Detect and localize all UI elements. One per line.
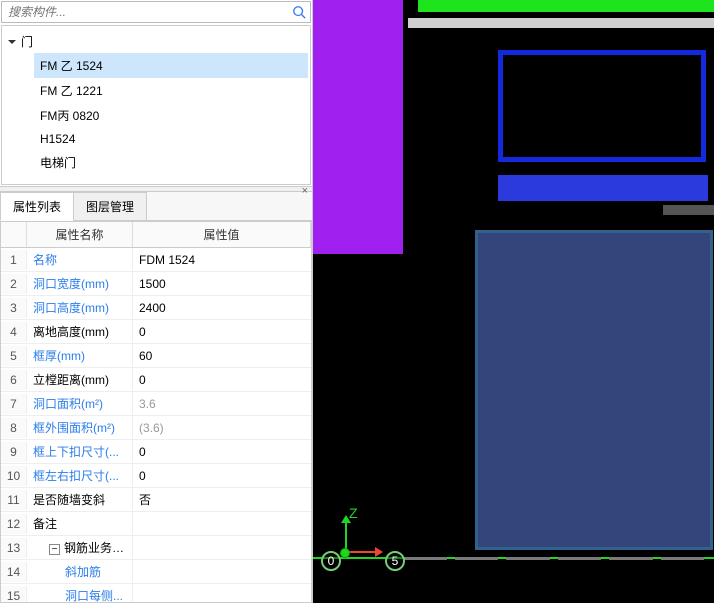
row-name: 离地高度(mm) xyxy=(27,320,133,343)
row-index: 9 xyxy=(1,442,27,462)
row-name: 框厚(mm) xyxy=(27,344,133,367)
row-name: 框外围面积(m²) xyxy=(27,416,133,439)
row-value[interactable]: 1500 xyxy=(133,274,311,294)
row-value[interactable]: FDM 1524 xyxy=(133,250,311,270)
tree-item[interactable]: FM 乙 1524 xyxy=(34,53,308,78)
tree-item[interactable]: FM 乙 1221 xyxy=(34,78,308,103)
row-name: −钢筋业务属性 xyxy=(27,536,133,559)
row-value[interactable]: 2400 xyxy=(133,298,311,318)
tree-root-door[interactable]: 门 xyxy=(4,30,308,53)
row-name: 备注 xyxy=(27,512,133,535)
chevron-down-icon xyxy=(8,40,16,44)
row-value[interactable] xyxy=(133,545,311,551)
table-row[interactable]: 11是否随墙变斜否 xyxy=(1,488,311,512)
header-index xyxy=(1,222,27,247)
grid-marker: 0 xyxy=(321,551,341,571)
row-value[interactable]: 0 xyxy=(133,322,311,342)
tree-root-label: 门 xyxy=(21,33,33,50)
table-row[interactable]: 13−钢筋业务属性 xyxy=(1,536,311,560)
collapse-icon[interactable]: − xyxy=(49,544,60,555)
row-index: 7 xyxy=(1,394,27,414)
header-name: 属性名称 xyxy=(27,222,133,247)
row-index: 11 xyxy=(1,490,27,510)
row-value[interactable]: 0 xyxy=(133,442,311,462)
table-row[interactable]: 2洞口宽度(mm)1500 xyxy=(1,272,311,296)
viewport-shape xyxy=(663,205,714,215)
row-value[interactable]: 0 xyxy=(133,370,311,390)
table-row[interactable]: 14斜加筋 xyxy=(1,560,311,584)
row-name: 斜加筋 xyxy=(27,560,133,583)
table-row[interactable]: 1名称FDM 1524 xyxy=(1,248,311,272)
viewport-shape xyxy=(313,0,403,254)
search-input[interactable] xyxy=(2,2,288,22)
table-row[interactable]: 12备注 xyxy=(1,512,311,536)
row-name: 洞口每侧... xyxy=(27,584,133,603)
axis-z-label: Z xyxy=(349,505,358,521)
row-index: 1 xyxy=(1,250,27,270)
row-index: 14 xyxy=(1,562,27,582)
table-row[interactable]: 9框上下扣尺寸(...0 xyxy=(1,440,311,464)
row-index: 15 xyxy=(1,586,27,603)
search-row xyxy=(1,1,311,23)
table-row[interactable]: 4离地高度(mm)0 xyxy=(1,320,311,344)
row-name: 洞口面积(m²) xyxy=(27,392,133,415)
tabs: 属性列表 图层管理 xyxy=(0,192,312,221)
tree-item[interactable]: 电梯门 xyxy=(34,150,308,175)
row-value[interactable]: (3.6) xyxy=(133,418,311,438)
row-name: 洞口高度(mm) xyxy=(27,296,133,319)
tree-item[interactable]: H1524 xyxy=(34,128,308,150)
row-index: 5 xyxy=(1,346,27,366)
table-row[interactable]: 8框外围面积(m²)(3.6) xyxy=(1,416,311,440)
row-index: 2 xyxy=(1,274,27,294)
tab-properties[interactable]: 属性列表 xyxy=(0,192,74,221)
row-name: 洞口宽度(mm) xyxy=(27,272,133,295)
row-value[interactable] xyxy=(133,569,311,575)
table-row[interactable]: 7洞口面积(m²)3.6 xyxy=(1,392,311,416)
table-row[interactable]: 5框厚(mm)60 xyxy=(1,344,311,368)
row-index: 4 xyxy=(1,322,27,342)
row-value[interactable] xyxy=(133,521,311,527)
grid-marker: 5 xyxy=(385,551,405,571)
table-row[interactable]: 6立樘距离(mm)0 xyxy=(1,368,311,392)
tree-item[interactable]: FM丙 0820 xyxy=(34,103,308,128)
viewport-shape xyxy=(418,0,714,12)
row-index: 6 xyxy=(1,370,27,390)
viewport-3d[interactable]: Z 0 5 xyxy=(313,0,714,603)
row-name: 名称 xyxy=(27,248,133,271)
dash-lines xyxy=(403,557,704,561)
row-value[interactable]: 否 xyxy=(133,488,311,511)
component-tree: 门 FM 乙 1524FM 乙 1221FM丙 0820H1524电梯门 xyxy=(1,25,311,185)
table-row[interactable]: 15洞口每侧... xyxy=(1,584,311,603)
row-name: 框左右扣尺寸(... xyxy=(27,464,133,487)
viewport-shape xyxy=(498,175,708,201)
row-value[interactable] xyxy=(133,593,311,599)
search-icon[interactable] xyxy=(288,2,310,22)
row-index: 13 xyxy=(1,538,27,558)
row-index: 3 xyxy=(1,298,27,318)
row-value[interactable]: 3.6 xyxy=(133,394,311,414)
row-name: 立樘距离(mm) xyxy=(27,368,133,391)
row-index: 12 xyxy=(1,514,27,534)
viewport-shape xyxy=(475,230,713,550)
row-value[interactable]: 0 xyxy=(133,466,311,486)
close-icon[interactable]: × xyxy=(302,185,308,197)
row-value[interactable]: 60 xyxy=(133,346,311,366)
header-value: 属性值 xyxy=(133,222,311,247)
table-row[interactable]: 3洞口高度(mm)2400 xyxy=(1,296,311,320)
row-index: 10 xyxy=(1,466,27,486)
tab-layers[interactable]: 图层管理 xyxy=(73,192,147,220)
table-row[interactable]: 10框左右扣尺寸(...0 xyxy=(1,464,311,488)
row-name: 是否随墙变斜 xyxy=(27,488,133,511)
property-table: 属性名称 属性值 1名称FDM 15242洞口宽度(mm)15003洞口高度(m… xyxy=(0,221,312,603)
viewport-shape xyxy=(408,18,714,28)
axis-origin xyxy=(340,548,350,558)
panel-divider[interactable]: × xyxy=(0,186,312,192)
row-name: 框上下扣尺寸(... xyxy=(27,440,133,463)
viewport-shape xyxy=(498,50,706,162)
row-index: 8 xyxy=(1,418,27,438)
